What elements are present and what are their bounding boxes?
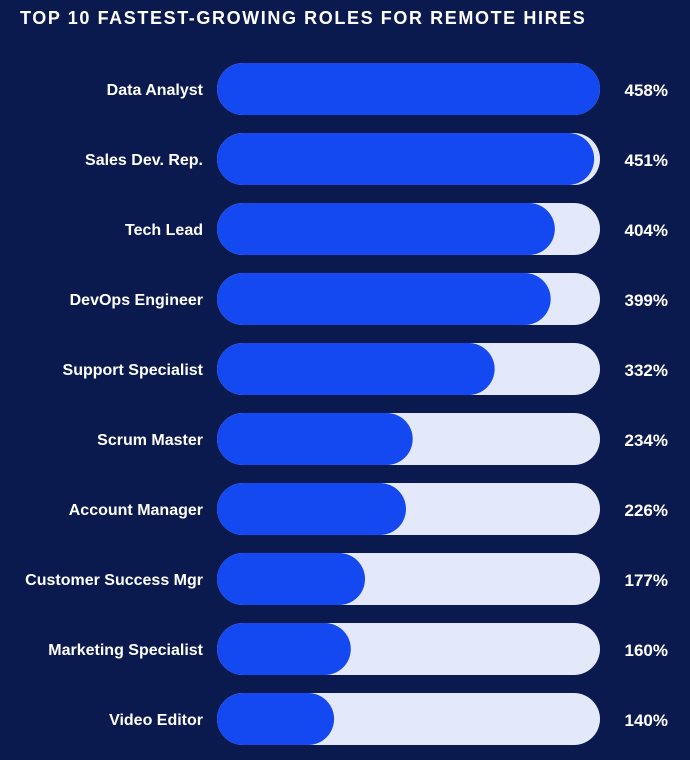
value-label: 140% (625, 711, 668, 730)
category-label: Scrum Master (97, 432, 203, 449)
value-label: 177% (625, 571, 668, 590)
value-label: 404% (625, 221, 668, 240)
bar (217, 63, 600, 115)
bar (217, 413, 413, 465)
bar (217, 273, 551, 325)
bar (217, 133, 595, 185)
category-label: Data Analyst (107, 82, 204, 99)
category-label: Account Manager (69, 502, 203, 519)
bar (217, 483, 406, 535)
value-label: 458% (625, 81, 668, 100)
category-label: DevOps Engineer (70, 292, 203, 309)
category-label: Tech Lead (125, 222, 203, 239)
bar (217, 693, 335, 745)
value-label: 234% (625, 431, 668, 450)
value-label: 160% (625, 641, 668, 660)
bar (217, 343, 495, 395)
category-label: Marketing Specialist (48, 642, 203, 659)
category-label: Sales Dev. Rep. (85, 152, 203, 169)
bar (217, 203, 555, 255)
bar (217, 623, 351, 675)
value-label: 332% (625, 361, 668, 380)
value-label: 451% (625, 151, 668, 170)
value-label: 226% (625, 501, 668, 520)
bar (217, 553, 366, 605)
category-label: Support Specialist (63, 362, 204, 379)
chart-title: TOP 10 FASTEST-GROWING ROLES FOR REMOTE … (20, 8, 587, 28)
category-label: Video Editor (109, 712, 203, 729)
value-label: 399% (625, 291, 668, 310)
category-label: Customer Success Mgr (25, 572, 203, 589)
